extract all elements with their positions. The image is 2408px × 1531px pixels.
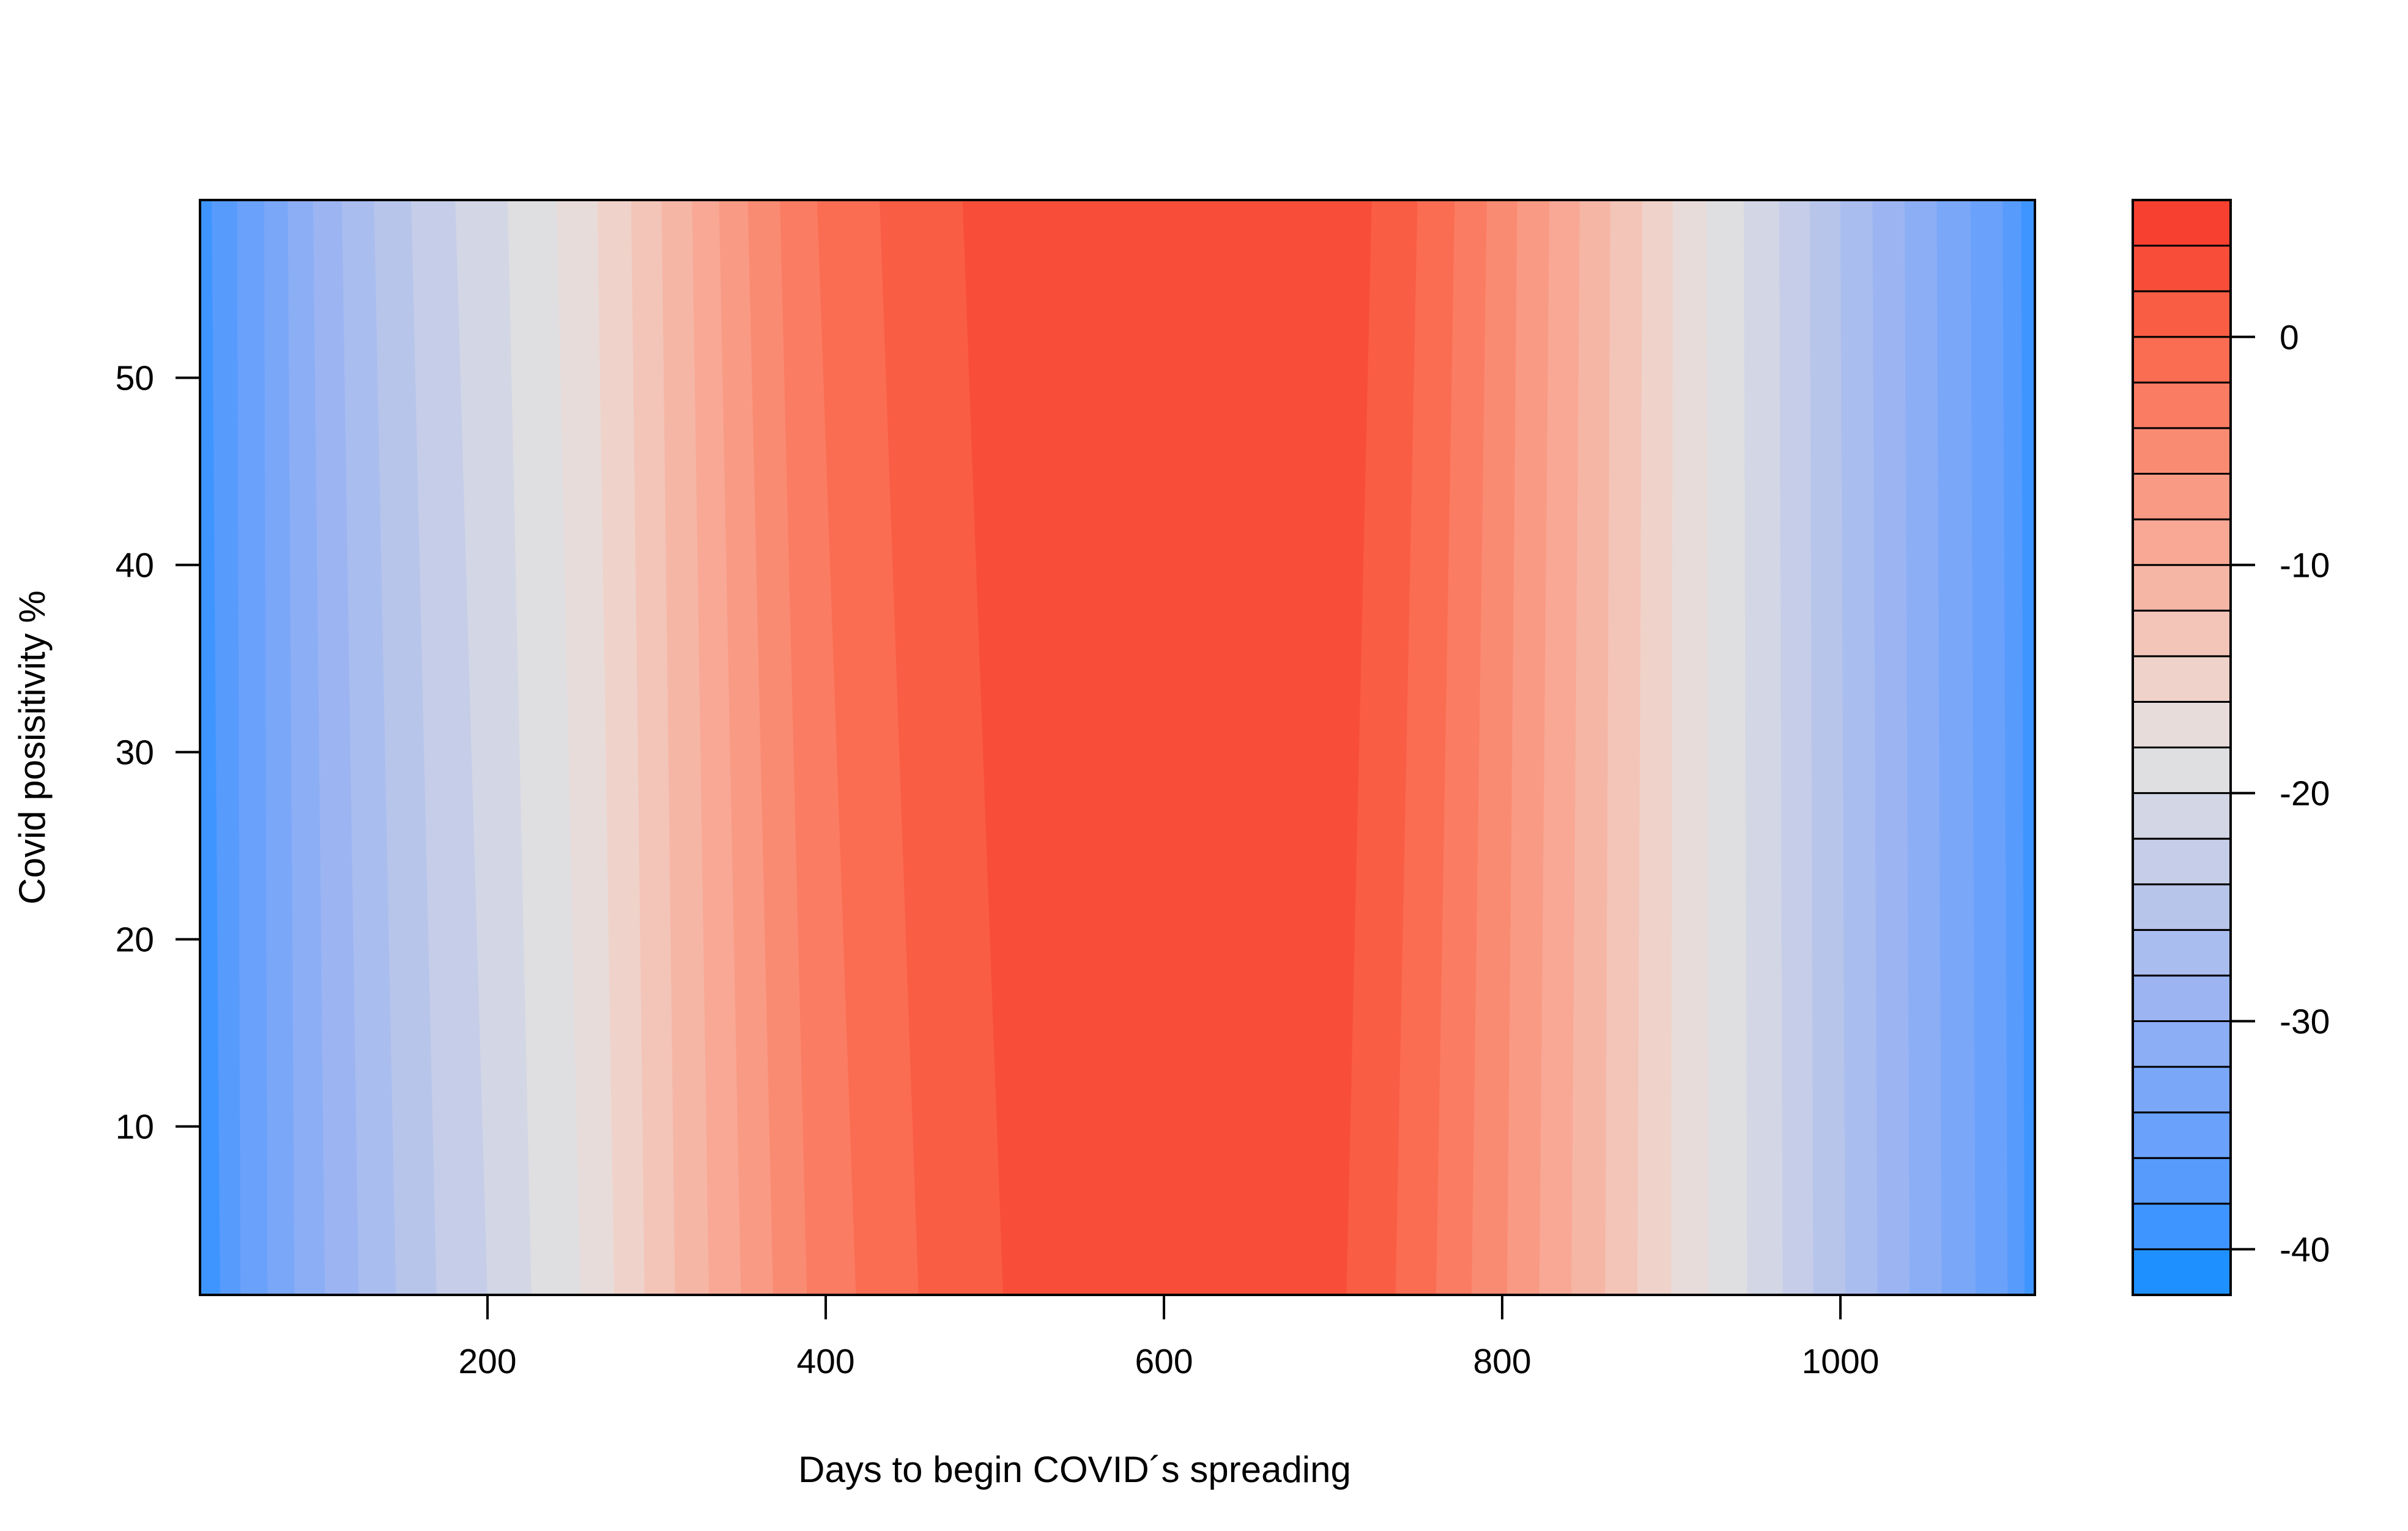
- colorbar-swatch: [2132, 746, 2232, 795]
- colorbar: 0 -10 -20 -30 -40: [2132, 199, 2330, 1296]
- y-tick-label: 10: [116, 1108, 154, 1147]
- colorbar-swatch: [2132, 792, 2232, 840]
- y-axis-title: Covid posisitivity %: [12, 590, 53, 905]
- x-tick-label: 800: [1473, 1342, 1531, 1381]
- colorbar-swatch: [2132, 837, 2232, 886]
- y-tick-label: 50: [116, 359, 154, 398]
- colorbar-swatch: [2132, 1066, 2232, 1114]
- contour-band: [1744, 199, 1784, 1296]
- colorbar-swatch: [2132, 883, 2232, 931]
- colorbar-frame: [2132, 199, 2232, 1296]
- plot-frame: [199, 199, 2036, 1296]
- contour-band: [1637, 199, 1674, 1296]
- y-axis: 10 20 30 40 50: [116, 359, 200, 1147]
- colorbar-swatch: [2132, 1157, 2232, 1205]
- colorbar-swatch: [2132, 427, 2232, 475]
- colorbar-tick-label: -20: [2280, 774, 2330, 814]
- contour-band: [1936, 199, 1977, 1296]
- colorbar-tick-label: -10: [2280, 546, 2330, 585]
- contour-band: [237, 199, 269, 1296]
- colorbar-swatch: [2132, 199, 2232, 247]
- contour-band: [1872, 199, 1911, 1296]
- colorbar-swatch: [2132, 1248, 2232, 1296]
- x-axis-title: Days to begin COVID´s spreading: [798, 1449, 1351, 1490]
- colorbar-swatch: [2132, 518, 2232, 566]
- colorbar-tick-label: -30: [2280, 1003, 2330, 1042]
- colorbar-swatch: [2132, 564, 2232, 612]
- x-tick-label: 600: [1135, 1342, 1193, 1381]
- colorbar-swatch: [2132, 700, 2232, 749]
- contour-band: [1605, 199, 1643, 1296]
- contour-band: [1779, 199, 1814, 1296]
- x-tick-label: 200: [458, 1342, 516, 1381]
- y-tick-label: 40: [116, 546, 154, 585]
- colorbar-swatch: [2132, 609, 2232, 658]
- x-axis: 200 400 600 800 1000: [458, 1295, 1879, 1381]
- contour-bands: [199, 199, 2036, 1296]
- colorbar-swatch: [2132, 974, 2232, 1022]
- colorbar-swatch: [2132, 1111, 2232, 1159]
- x-tick-label: 1000: [1802, 1342, 1880, 1381]
- contour-band: [1809, 199, 1847, 1296]
- y-tick-label: 30: [116, 733, 154, 773]
- colorbar-swatch: [2132, 290, 2232, 338]
- x-tick-label: 400: [796, 1342, 854, 1381]
- contour-band: [1706, 199, 1748, 1296]
- contour-band: [1904, 199, 1943, 1296]
- contour-band: [1671, 199, 1710, 1296]
- y-tick-label: 20: [116, 921, 154, 960]
- colorbar-swatch: [2132, 1203, 2232, 1250]
- colorbar-swatch: [2132, 1020, 2232, 1068]
- colorbar-swatch: [2132, 929, 2232, 977]
- colorbar-swatch: [2132, 473, 2232, 521]
- contour-band: [1970, 199, 2009, 1296]
- colorbar-tick-label: -40: [2280, 1230, 2330, 1269]
- colorbar-swatch: [2132, 655, 2232, 703]
- contour-band: [1840, 199, 1878, 1296]
- colorbar-swatch: [2132, 245, 2232, 292]
- colorbar-tick-label: 0: [2280, 318, 2299, 357]
- colorbar-swatch: [2132, 336, 2232, 384]
- colorbar-swatch: [2132, 381, 2232, 429]
